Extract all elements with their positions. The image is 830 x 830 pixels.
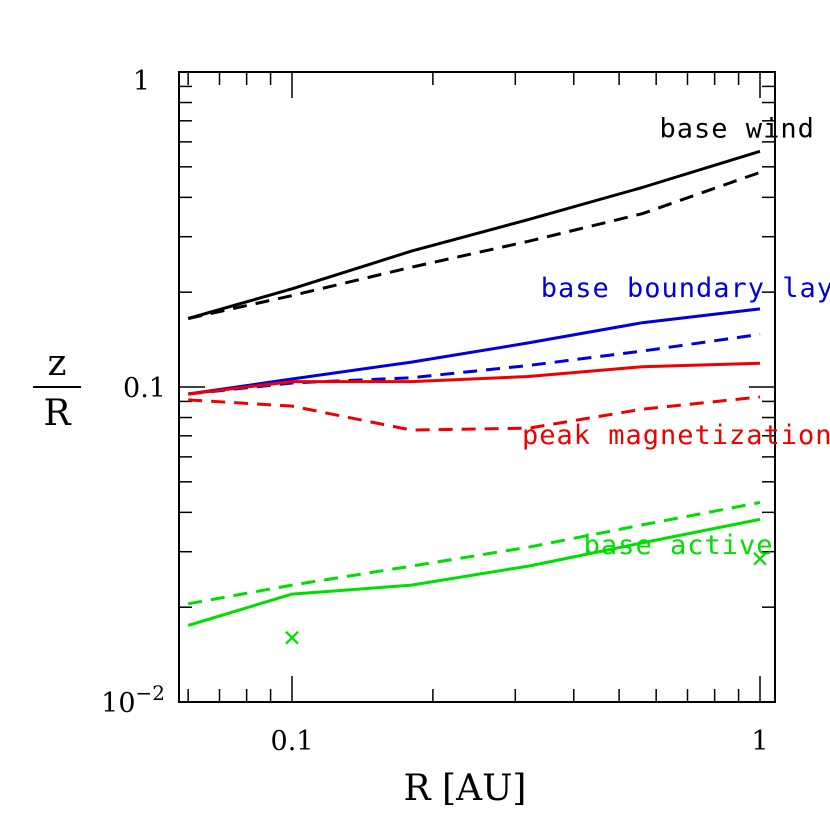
series-line-black-dashed (187, 170, 761, 320)
data-series (187, 149, 761, 627)
x-marker-stroke (753, 551, 767, 566)
y-tick-exponent: −2 (136, 681, 165, 705)
series-line-blue-solid (187, 307, 761, 396)
x-tick-label-0.1: 0.1 (271, 726, 314, 757)
y-axis-title-denominator: R (43, 393, 71, 434)
axis-labels: 1 0.1 10−2 0.1 1 R [AU] z R (33, 66, 769, 809)
y-tick-label-0.01: 10−2 (101, 681, 165, 719)
annotations: base wind base boundary layer peak magneti… (522, 113, 830, 561)
series-line-green-solid (187, 517, 761, 627)
annotation-base-active: base active (584, 530, 774, 561)
series-line-red-solid (188, 361, 761, 396)
y-tick-label-0.1: 0.1 (123, 373, 166, 404)
y-tick-base: 10 (101, 688, 135, 719)
series-line-red-dashed (188, 395, 761, 432)
y-tick-label-1: 1 (133, 66, 150, 97)
x-marker-stroke (285, 630, 299, 645)
x-tick-label-1: 1 (751, 726, 768, 757)
series-line-green-dashed (187, 501, 761, 606)
x-axis-title: R [AU] (404, 768, 527, 809)
annotation-base-wind: base wind (660, 113, 815, 144)
data-markers (285, 551, 767, 645)
y-axis-title-numerator: z (48, 343, 67, 384)
x-marker-green (285, 630, 299, 645)
series-line-black-solid (187, 149, 761, 320)
x-marker-green (753, 551, 767, 566)
axis-ticks (179, 71, 775, 703)
annotation-peak-magnetization: peak magnetization (522, 420, 830, 451)
annotation-base-boundary-layer: base boundary layer (541, 273, 830, 304)
series-line-blue-dashed (188, 332, 761, 396)
